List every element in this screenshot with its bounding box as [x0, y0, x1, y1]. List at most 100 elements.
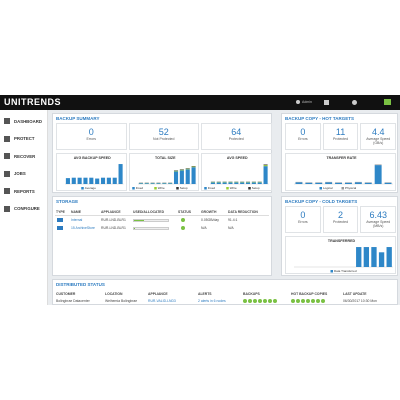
- cell-customer: Bolingbrae Datacenter: [56, 298, 90, 303]
- chart-title: TRANSFER RATE: [326, 156, 357, 160]
- chart-box: TRANSFERRED Data Transferred: [285, 236, 396, 274]
- bar: [371, 247, 377, 267]
- nav-item[interactable]: PROTECT: [14, 136, 35, 141]
- stat-value: 2: [338, 210, 344, 220]
- logo[interactable]: UNITRENDS: [4, 97, 62, 107]
- legend-swatch: [248, 187, 251, 190]
- stat-label: Protected: [228, 137, 244, 141]
- legend-label: Fixed: [135, 186, 143, 190]
- stat-label: Protected: [333, 137, 349, 141]
- legend-swatch: [153, 187, 157, 190]
- bar: [77, 177, 82, 184]
- status-dot: [311, 298, 315, 303]
- column-header: LAST UPDATE: [343, 292, 367, 296]
- legend-swatch: [341, 187, 344, 190]
- legend-label: Setup: [252, 186, 260, 190]
- stat-box: 0 Errors: [56, 123, 127, 150]
- bar: [386, 247, 392, 267]
- stat-value: 52: [158, 127, 169, 137]
- bar: [228, 182, 233, 184]
- legend-label: Physical: [345, 186, 357, 190]
- nav-item[interactable]: JOBS: [14, 171, 26, 176]
- chart-box: TOTAL SIZE Fixed Write Setup: [128, 153, 199, 191]
- stat-value: 6.43: [369, 210, 387, 220]
- stat-label: Errors: [298, 220, 308, 224]
- stat-label: Errors: [86, 137, 97, 141]
- panel-title: DISTRIBUTED STATUS: [56, 282, 105, 287]
- bar: [378, 252, 385, 267]
- nav-icon: [4, 135, 10, 142]
- panel-title: BACKUP SUMMARY: [56, 116, 100, 121]
- legend-swatch: [226, 187, 229, 190]
- bar: [185, 169, 190, 184]
- bar: [363, 247, 370, 267]
- storage-panel: STORAGE TYPE NAME APPLIANCE USED/ALLOCATED ST…: [52, 196, 272, 276]
- status-dot: [273, 298, 277, 303]
- backup-summary-panel: BACKUP SUMMARY 0 Errors 52 Not Protected 64 Pr…: [52, 113, 272, 193]
- stat-label: Not Protected: [153, 137, 175, 141]
- status-icon[interactable]: [384, 99, 391, 105]
- nav-item[interactable]: DASHBOARD: [14, 118, 42, 124]
- column-header: APPLIANCE: [148, 292, 168, 296]
- chart-title: TRANSFERRED: [328, 239, 356, 243]
- column-header: DATA REDUCTION: [228, 210, 258, 214]
- status-dot: [316, 298, 320, 303]
- status-dot: [291, 298, 295, 303]
- storage-growth: N/A: [201, 226, 207, 230]
- bar: [335, 182, 343, 184]
- stat-value: 64: [231, 127, 242, 137]
- usage-bar: [134, 219, 145, 221]
- bar: [325, 182, 333, 184]
- bar: [100, 177, 106, 184]
- chart: AVG SPEED Fixed Write Setup: [204, 156, 269, 190]
- stat-label: Average Speed (GB/s): [366, 137, 391, 145]
- bar: [374, 165, 382, 184]
- type-icon: [57, 218, 63, 222]
- storage-name: 15 ArchiveStore: [71, 226, 95, 230]
- chart-box: AVG BACKUP SPEED Average: [56, 153, 127, 191]
- nav-item[interactable]: RECOVER: [14, 153, 36, 159]
- stat-box: 0 Errors: [285, 123, 321, 150]
- stat-box: 52 Not Protected: [128, 123, 199, 150]
- bar: [315, 182, 323, 184]
- nav-icon: [4, 118, 10, 124]
- chart: TOTAL SIZE Fixed Write Setup: [131, 156, 196, 190]
- bar: [179, 169, 184, 171]
- legend-label: Average: [85, 186, 96, 190]
- bar: [305, 182, 313, 184]
- legend-swatch: [131, 187, 135, 190]
- nav-item[interactable]: REPORTS: [14, 188, 35, 194]
- user-icon[interactable]: [296, 100, 300, 104]
- column-header: GROWTH: [201, 210, 217, 214]
- bar: [112, 177, 117, 184]
- chart-box: AVG SPEED Fixed Write Setup: [201, 153, 272, 191]
- stat-value: 4.4: [371, 127, 385, 137]
- chart-title: AVG SPEED: [227, 156, 248, 160]
- stat-box: 64 Protected: [201, 123, 272, 150]
- column-header: TYPE: [56, 210, 65, 214]
- storage-reduction: N/A: [228, 226, 234, 230]
- help-icon[interactable]: [352, 100, 357, 105]
- bar: [354, 182, 362, 184]
- stat-value: 0: [300, 210, 306, 220]
- usage-bar: [134, 227, 136, 229]
- cold-targets-panel: BACKUP COPY - COLD TARGETS 0 Errors 2 Protec…: [281, 196, 398, 276]
- nav-item[interactable]: CONFIGURE: [14, 206, 40, 211]
- usage-track: [133, 218, 169, 222]
- nav-icon: [4, 205, 10, 212]
- storage-appliance: RUR-LND-BLR1: [101, 218, 126, 222]
- user-name[interactable]: Admin: [302, 100, 312, 104]
- bar: [150, 183, 155, 184]
- legend-swatch: [81, 187, 84, 190]
- column-header: ALERTS: [198, 292, 212, 296]
- storage-growth: 0.05GB/day: [201, 218, 219, 222]
- settings-icon[interactable]: [324, 100, 329, 105]
- bar: [257, 182, 262, 184]
- type-icon: [57, 226, 63, 230]
- bar: [356, 247, 362, 267]
- bar: [173, 171, 178, 184]
- legend-swatch: [319, 187, 322, 190]
- bar: [155, 183, 161, 184]
- legend-swatch: [204, 187, 207, 190]
